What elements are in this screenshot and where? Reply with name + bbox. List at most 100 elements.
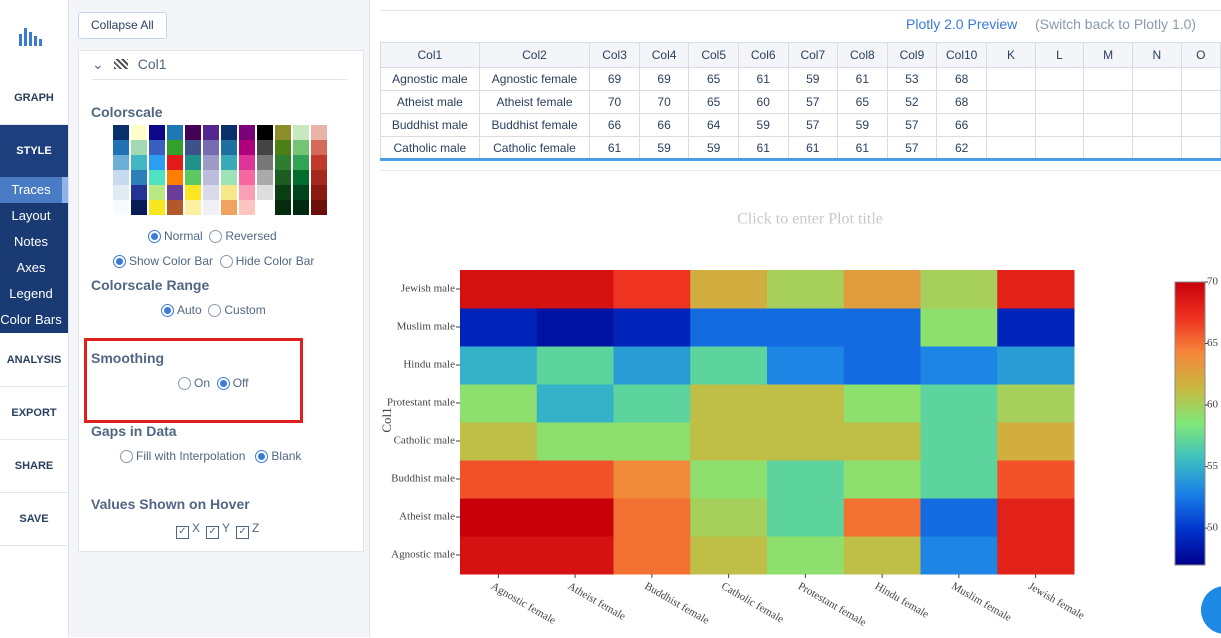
column-header[interactable]: Col4 xyxy=(638,42,690,68)
nav-share[interactable]: SHARE xyxy=(0,440,68,493)
nav-save[interactable]: SAVE xyxy=(0,493,68,546)
swatch[interactable] xyxy=(185,155,201,170)
column-header[interactable]: O xyxy=(1180,42,1221,68)
table-cell[interactable] xyxy=(1180,67,1221,91)
table-cell[interactable]: 69 xyxy=(638,67,690,91)
table-cell[interactable] xyxy=(986,90,1036,114)
table-cell[interactable]: Buddhist male xyxy=(380,113,480,137)
swatch[interactable] xyxy=(293,185,309,200)
column-header[interactable]: Col2 xyxy=(478,42,591,68)
table-cell[interactable]: 65 xyxy=(837,90,888,114)
swatch[interactable] xyxy=(203,140,219,155)
swatch[interactable] xyxy=(167,170,183,185)
table-cell[interactable] xyxy=(1180,90,1221,114)
swatch[interactable] xyxy=(275,140,291,155)
table-cell[interactable]: 57 xyxy=(787,90,839,114)
table-cell[interactable]: Catholic male xyxy=(380,136,480,160)
swatch[interactable] xyxy=(311,125,327,140)
table-cell[interactable] xyxy=(1034,113,1085,137)
table-cell[interactable]: 64 xyxy=(688,113,739,137)
collapse-button[interactable]: Collapse All xyxy=(78,12,167,39)
switch-link[interactable]: (Switch back to Plotly 1.0) xyxy=(1035,16,1197,32)
column-header[interactable]: K xyxy=(986,42,1036,68)
table-cell[interactable]: Atheist male xyxy=(380,90,480,114)
column-header[interactable]: Col3 xyxy=(589,42,640,68)
swatch[interactable] xyxy=(257,140,273,155)
table-cell[interactable] xyxy=(1083,136,1133,160)
checkbox-group[interactable]: ✓ X ✓ Y ✓ Z xyxy=(170,521,259,539)
table-cell[interactable] xyxy=(1132,67,1182,91)
swatch[interactable] xyxy=(113,155,129,170)
table-cell[interactable]: 65 xyxy=(688,67,739,91)
table-cell[interactable]: 66 xyxy=(936,113,988,137)
swatch[interactable] xyxy=(131,170,147,185)
table-cell[interactable]: 61 xyxy=(837,67,888,91)
swatch[interactable] xyxy=(257,200,273,215)
trace-header[interactable]: ⌄ Col1 xyxy=(92,56,347,80)
table-cell[interactable]: 59 xyxy=(787,67,839,91)
table-cell[interactable] xyxy=(1083,67,1133,91)
table-cell[interactable]: 61 xyxy=(737,136,789,160)
swatch[interactable] xyxy=(221,125,237,140)
swatch[interactable] xyxy=(239,155,255,170)
swatch[interactable] xyxy=(185,140,201,155)
swatch[interactable] xyxy=(131,200,147,215)
swatch[interactable] xyxy=(113,125,129,140)
table-cell[interactable]: 59 xyxy=(638,136,690,160)
table-cell[interactable]: 59 xyxy=(837,113,888,137)
swatch[interactable] xyxy=(131,185,147,200)
table-cell[interactable] xyxy=(1083,90,1133,114)
nav-graph[interactable]: GRAPH xyxy=(0,72,68,125)
swatch[interactable] xyxy=(311,185,327,200)
table-cell[interactable]: 57 xyxy=(886,136,938,160)
table-cell[interactable]: 61 xyxy=(589,136,640,160)
table-cell[interactable] xyxy=(986,136,1036,160)
table-cell[interactable]: Atheist female xyxy=(478,90,591,114)
column-header[interactable]: Col7 xyxy=(787,42,839,68)
sub-layout[interactable]: Layout xyxy=(11,208,51,223)
table-cell[interactable] xyxy=(1132,113,1182,137)
swatch[interactable] xyxy=(167,125,183,140)
table-cell[interactable]: 57 xyxy=(886,113,938,137)
swatch[interactable] xyxy=(149,155,165,170)
swatch[interactable] xyxy=(221,155,237,170)
table-cell[interactable]: 68 xyxy=(936,67,988,91)
swatch[interactable] xyxy=(149,200,165,215)
swatch[interactable] xyxy=(113,170,129,185)
preview-link[interactable]: Plotly 2.0 Preview xyxy=(906,16,1018,32)
table-cell[interactable] xyxy=(1034,67,1085,91)
column-header[interactable]: Col8 xyxy=(837,42,888,68)
table-cell[interactable]: 66 xyxy=(638,113,690,137)
column-header[interactable]: Col1 xyxy=(380,42,480,68)
table-cell[interactable]: 61 xyxy=(837,136,888,160)
swatch[interactable] xyxy=(149,125,165,140)
swatch[interactable] xyxy=(113,140,129,155)
swatch[interactable] xyxy=(275,170,291,185)
table-cell[interactable]: Buddhist female xyxy=(478,113,591,137)
table-cell[interactable]: 69 xyxy=(589,67,640,91)
swatch[interactable] xyxy=(167,155,183,170)
swatch[interactable] xyxy=(113,185,129,200)
sub-notes[interactable]: Notes xyxy=(14,234,48,249)
sub-traces[interactable]: Traces xyxy=(0,177,68,203)
table-cell[interactable]: 68 xyxy=(936,90,988,114)
table-cell[interactable] xyxy=(986,67,1036,91)
table-cell[interactable]: 59 xyxy=(737,113,789,137)
table-cell[interactable]: 59 xyxy=(688,136,739,160)
swatch[interactable] xyxy=(293,200,309,215)
nav-style[interactable]: STYLE xyxy=(0,125,68,178)
swatch[interactable] xyxy=(257,170,273,185)
column-header[interactable]: Col5 xyxy=(688,42,739,68)
swatch[interactable] xyxy=(185,125,201,140)
swatch[interactable] xyxy=(221,185,237,200)
table-cell[interactable] xyxy=(1180,113,1221,137)
table-cell[interactable]: Agnostic male xyxy=(380,67,480,91)
data-grid[interactable]: Col1 Col2 Col3 Col4 Col5 Col6 Col7 Col8 Col9 Col1… xyxy=(380,42,1221,160)
column-header[interactable]: N xyxy=(1132,42,1182,68)
swatch[interactable] xyxy=(221,170,237,185)
swatch[interactable] xyxy=(167,140,183,155)
table-cell[interactable] xyxy=(1132,90,1182,114)
swatch[interactable] xyxy=(257,155,273,170)
swatch[interactable] xyxy=(185,170,201,185)
radio-group[interactable]: On Off xyxy=(178,376,248,390)
